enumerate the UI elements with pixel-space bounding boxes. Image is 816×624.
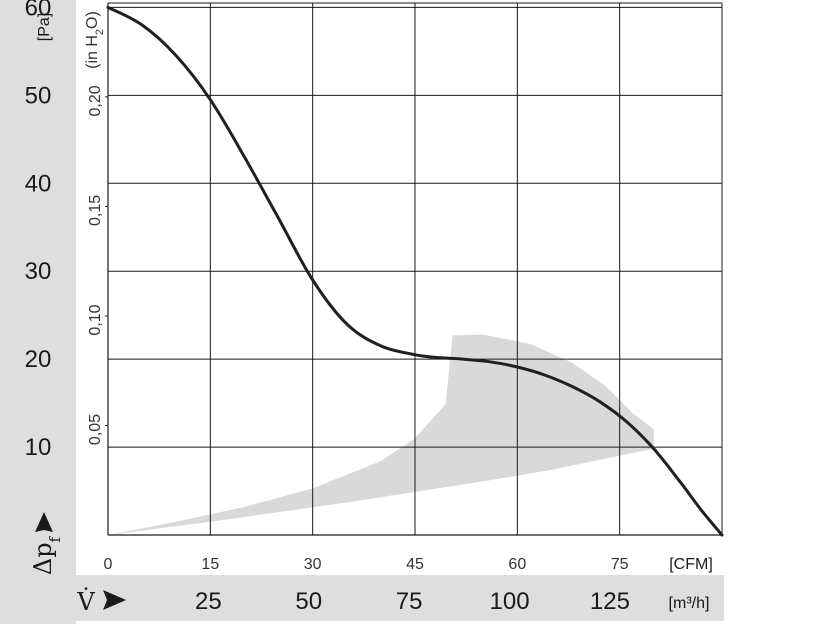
- x2-axis-symbol: V̇: [76, 588, 95, 616]
- x2-tick-label: 125: [590, 588, 630, 615]
- y-axis-unit: [Pa]: [36, 13, 53, 41]
- y-tick-label: 40: [25, 170, 52, 197]
- y2-axis-unit: (in H2O): [84, 11, 106, 69]
- y-tick-label: 30: [25, 258, 52, 285]
- y2-tick-label: 0,05: [87, 414, 104, 445]
- y2-tick-label: 0,20: [87, 85, 104, 116]
- x2-axis-arrow: [103, 590, 126, 610]
- bottom-axis-band: [76, 575, 724, 621]
- y2-tick-label: 0,15: [87, 195, 104, 226]
- x2-tick-label: 75: [396, 588, 423, 615]
- x2-tick-label: 100: [490, 588, 530, 615]
- grid-lines: [107, 2, 723, 536]
- x-tick-label: 0: [104, 556, 113, 573]
- pressure-curve: [106, 5, 724, 537]
- x2-axis-unit: [m³/h]: [669, 595, 710, 612]
- y-axis-symbol: Δpf: [29, 535, 64, 575]
- y-tick-label: 60: [25, 0, 52, 21]
- x-tick-label: 45: [406, 556, 424, 573]
- y-tick-label: 20: [25, 346, 52, 373]
- left-axis-band: [0, 0, 76, 624]
- x-tick-label: 15: [201, 556, 219, 573]
- y-tick-label: 10: [25, 434, 52, 461]
- x-tick-label: 60: [508, 556, 526, 573]
- y-tick-label: 50: [25, 82, 52, 109]
- x2-tick-label: 25: [195, 588, 222, 615]
- y2-tick-label: 0,10: [87, 304, 104, 335]
- x-tick-label: 75: [611, 556, 629, 573]
- x-tick-label: 30: [304, 556, 322, 573]
- x-axis-unit: [CFM]: [669, 556, 713, 573]
- x2-tick-label: 50: [295, 588, 322, 615]
- y-axis-arrow: [35, 512, 53, 532]
